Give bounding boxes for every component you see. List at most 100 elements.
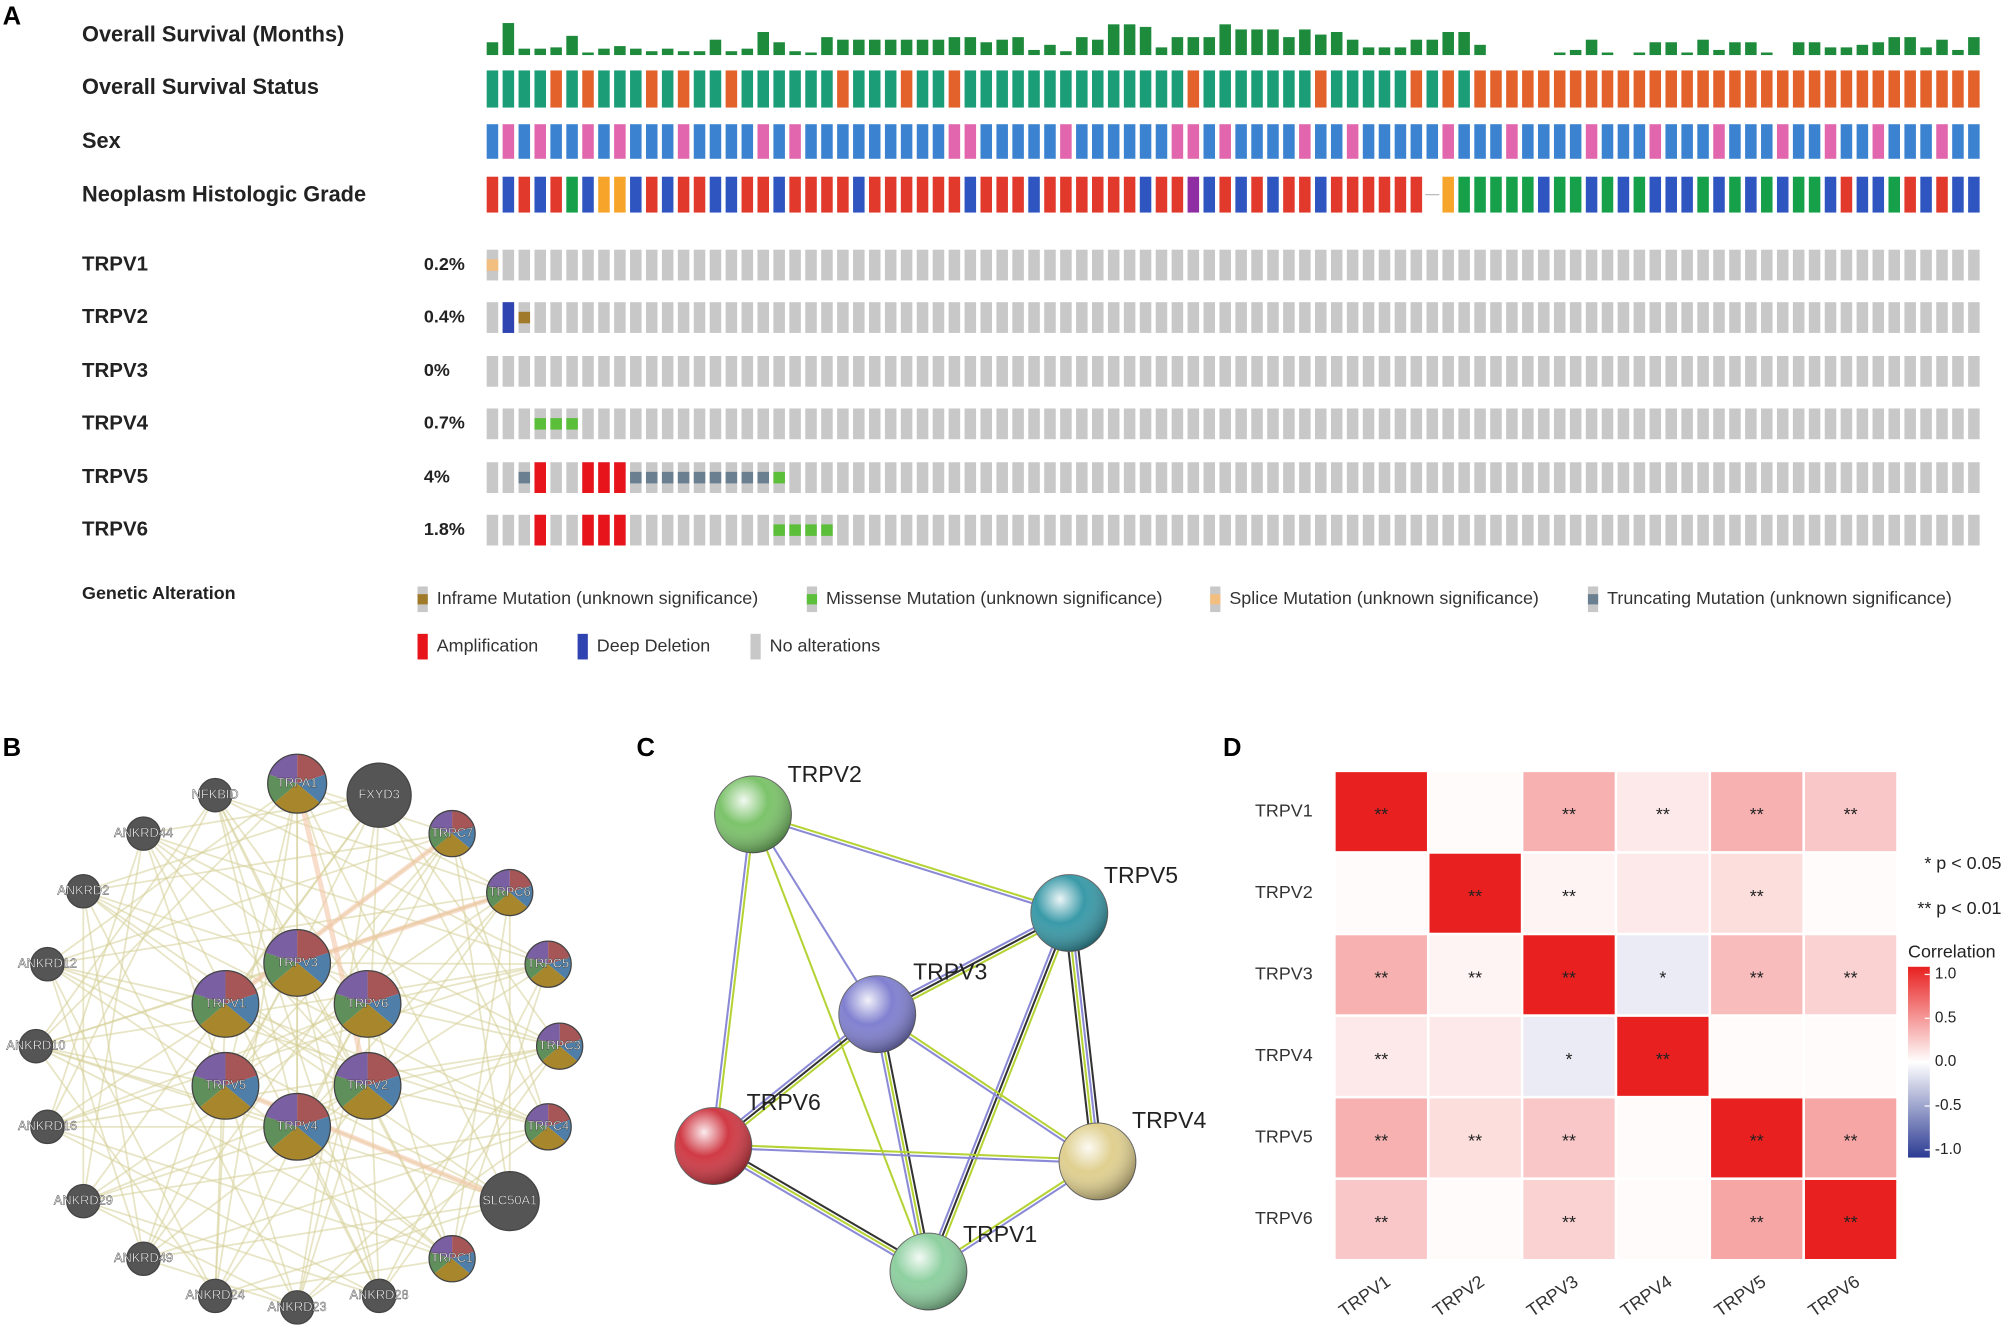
gene-cell — [1904, 302, 1916, 333]
network-node: TRPV3 — [263, 929, 332, 997]
gene-cell — [980, 249, 993, 281]
y-tick-label: TRPV2 — [1255, 882, 1313, 902]
track-cell — [1474, 70, 1486, 108]
node-wedge — [267, 774, 298, 803]
network-node: TRPC1 — [428, 1235, 476, 1283]
track-cell — [1888, 70, 1900, 108]
network-node: TRPC3 — [535, 1022, 584, 1070]
gene-cell — [1283, 408, 1295, 440]
heatmap-cell — [1429, 853, 1521, 933]
gene-cell — [1378, 462, 1391, 493]
gene-cell — [868, 302, 881, 333]
gene-cell — [1968, 249, 1980, 281]
track-cell — [1601, 70, 1614, 108]
gene-cell — [1824, 408, 1837, 440]
gene-cell — [1585, 462, 1598, 493]
gene-cell — [805, 355, 817, 387]
gene-cell — [1330, 514, 1343, 546]
heatmap-cell — [1429, 1179, 1521, 1259]
gene-cell — [1346, 462, 1359, 493]
survival-bar — [1028, 49, 1040, 56]
gene-cell — [853, 462, 865, 493]
gene-cell — [677, 408, 690, 440]
node-wedge — [509, 885, 533, 908]
gene-cell — [1538, 249, 1550, 281]
gene-cell — [1713, 355, 1725, 387]
node-wedge — [342, 1085, 394, 1120]
node-outline — [30, 946, 65, 982]
gene-cell — [1920, 355, 1932, 387]
gene-cell — [1123, 408, 1136, 440]
track-cell — [598, 70, 610, 108]
track-cell — [900, 70, 913, 108]
node-wedge — [526, 1103, 549, 1127]
gene-cell — [1187, 408, 1200, 440]
network-edge — [82, 890, 298, 1308]
gene-cell — [1952, 302, 1964, 333]
track-cell — [1713, 70, 1725, 108]
gene-cell — [1426, 408, 1439, 440]
gene-cell — [1968, 408, 1980, 440]
gene-cell — [661, 302, 674, 333]
track-cell — [1219, 70, 1231, 108]
node-label: TRPC6 — [489, 884, 531, 899]
significance-label: * — [1566, 1049, 1573, 1069]
gene-cell — [1601, 462, 1614, 493]
gene-cell — [1203, 514, 1216, 546]
gene-cell — [693, 355, 706, 387]
track-cell — [550, 176, 562, 213]
gene-cell — [1745, 302, 1757, 333]
track-cell — [502, 176, 515, 213]
gene-cell — [1776, 514, 1789, 546]
node-wedge — [225, 970, 258, 1004]
gene-cell — [1840, 355, 1853, 387]
track-cell — [853, 70, 865, 108]
gene-cell — [837, 514, 849, 546]
gene-cell — [1904, 408, 1916, 440]
alteration — [486, 259, 499, 271]
track-cell — [884, 176, 897, 213]
track-cell — [821, 124, 833, 159]
heatmap-cell — [1429, 1098, 1521, 1178]
gene-cell — [1697, 249, 1709, 281]
gene-cell — [1776, 462, 1789, 493]
gene-cell — [1936, 355, 1948, 387]
gene-cell — [550, 462, 562, 493]
track-cell — [1378, 124, 1391, 159]
gene-cell — [677, 302, 690, 333]
gene-cell — [1362, 462, 1375, 493]
significance-label: ** — [1374, 1212, 1388, 1232]
track-cell — [1553, 124, 1566, 159]
x-tick-label: TRPV1 — [1335, 1271, 1394, 1321]
gene-cell — [741, 302, 754, 333]
survival-bar — [1968, 37, 1980, 56]
gene-cell — [1474, 355, 1486, 387]
heatmap-cell — [1335, 853, 1427, 933]
gene-cell — [1315, 355, 1327, 387]
network-node: TRPC6 — [486, 868, 534, 917]
gene-cell — [1139, 355, 1152, 387]
gene-cell — [1299, 249, 1311, 281]
gene-cell — [1617, 462, 1630, 493]
track-cell — [550, 70, 562, 108]
gene-cell — [1633, 514, 1646, 546]
node-circle — [30, 1110, 65, 1144]
gene-cell — [1123, 249, 1136, 281]
gene-cell — [1012, 355, 1024, 387]
node-label: TRPV6 — [347, 995, 388, 1010]
gene-cell — [1171, 514, 1184, 546]
string-edge — [875, 1014, 1098, 1164]
gene-percent: 0% — [424, 360, 450, 380]
gene-cell — [1713, 408, 1725, 440]
track-cell — [1617, 124, 1630, 159]
heatmap-cell — [1335, 1098, 1427, 1178]
track-cell — [789, 70, 801, 108]
alteration — [534, 514, 546, 546]
gene-cell — [900, 249, 913, 281]
track-cell — [868, 124, 881, 159]
gene-cell — [1665, 249, 1677, 281]
gene-cell — [1442, 462, 1454, 493]
gene-cell — [900, 408, 913, 440]
track-cell — [693, 176, 706, 213]
